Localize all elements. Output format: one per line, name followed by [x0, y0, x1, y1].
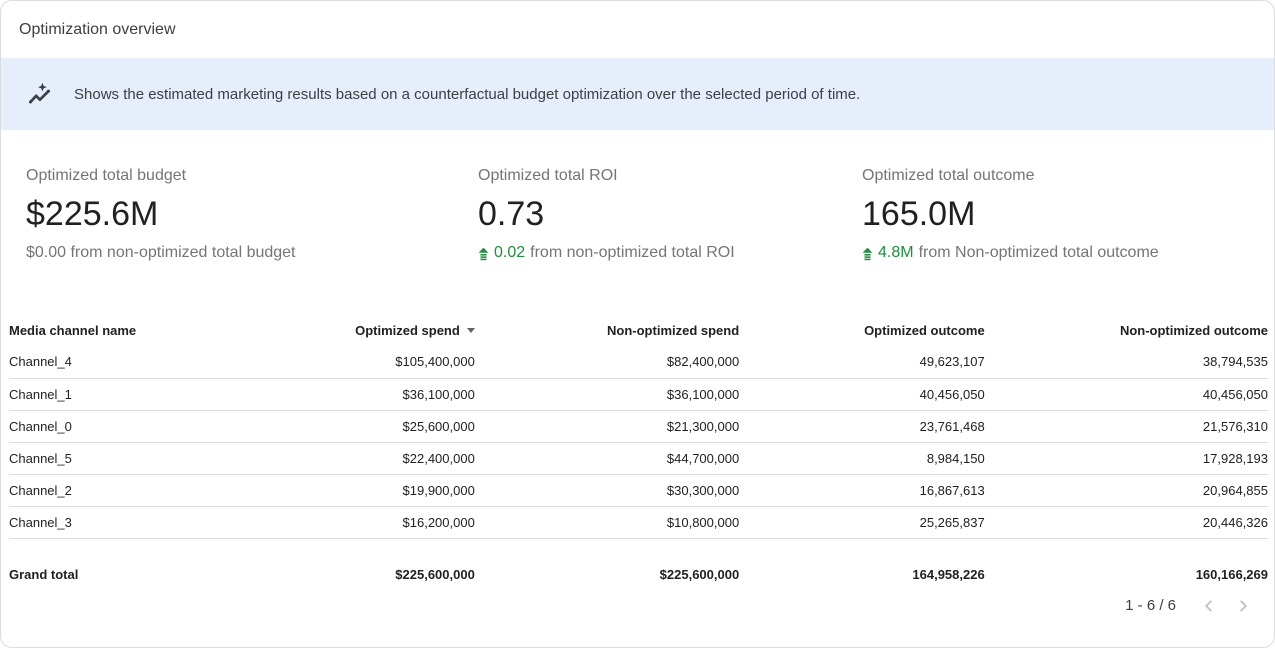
kpi-delta: 0.02 from non-optimized total ROI — [478, 242, 862, 264]
cell-optimized-spend: $22,400,000 — [223, 442, 475, 475]
kpi-value: 0.73 — [478, 195, 545, 233]
grand-total-optimized-spend: $225,600,000 — [395, 567, 475, 582]
kpi-delta-value: 0.02 — [494, 244, 526, 261]
column-header-media-channel-name[interactable]: Media channel name — [9, 322, 137, 338]
kpi-optimized-total-roi: Optimized total ROI 0.73 0.02 from non-o… — [478, 166, 862, 264]
cell-non-optimized-spend: $10,800,000 — [474, 506, 740, 539]
cell-optimized-outcome: 40,456,050 — [739, 378, 985, 411]
cell-non-optimized-outcome: 40,456,050 — [984, 378, 1268, 411]
column-header-non-optimized-spend[interactable]: Non-optimized spend — [607, 322, 740, 338]
table-row: Channel_2 $19,900,000 $30,300,000 16,867… — [9, 474, 1268, 507]
cell-optimized-outcome: 25,265,837 — [739, 506, 985, 539]
kpi-optimized-total-outcome: Optimized total outcome 165.0M 4.8M from… — [862, 166, 1274, 264]
column-header-non-optimized-outcome[interactable]: Non-optimized outcome — [1119, 322, 1268, 338]
cell-optimized-spend: $16,200,000 — [223, 506, 475, 539]
grand-total-row: Grand total $225,600,000 $225,600,000 16… — [9, 559, 1268, 591]
cell-optimized-spend: $105,400,000 — [223, 346, 475, 379]
kpi-row: Optimized total budget $225.6M $0.00 fro… — [1, 130, 1274, 264]
sort-desc-icon — [466, 327, 475, 333]
previous-page-button[interactable] — [1192, 593, 1226, 619]
table-row: Channel_4 $105,400,000 $82,400,000 49,62… — [9, 346, 1268, 379]
kpi-label: Optimized total outcome — [862, 167, 1035, 184]
cell-non-optimized-spend: $44,700,000 — [474, 442, 740, 475]
cell-optimized-spend: $25,600,000 — [223, 410, 475, 443]
cell-channel: Channel_3 — [9, 506, 224, 539]
cell-channel: Channel_5 — [9, 442, 224, 475]
cell-channel: Channel_1 — [9, 378, 224, 411]
page-title: Optimization overview — [19, 20, 176, 38]
cell-non-optimized-outcome: 20,446,326 — [984, 506, 1268, 539]
table-row: Channel_1 $36,100,000 $36,100,000 40,456… — [9, 378, 1268, 411]
cell-non-optimized-spend: $36,100,000 — [474, 378, 740, 411]
cell-non-optimized-outcome: 17,928,193 — [984, 442, 1268, 475]
cell-optimized-outcome: 23,761,468 — [739, 410, 985, 443]
chevron-right-icon — [1240, 599, 1248, 612]
cell-non-optimized-outcome: 20,964,855 — [984, 474, 1268, 507]
kpi-delta-text: $0.00 from non-optimized total budget — [26, 244, 296, 261]
arrow-up-icon — [862, 247, 873, 262]
chevron-left-icon — [1204, 599, 1212, 612]
kpi-optimized-total-budget: Optimized total budget $225.6M $0.00 fro… — [26, 166, 478, 264]
kpi-label: Optimized total budget — [26, 167, 187, 184]
pagination: 1 - 6 / 6 — [1, 593, 1274, 619]
grand-total-label: Grand total — [9, 567, 79, 582]
cell-optimized-spend: $19,900,000 — [223, 474, 475, 507]
cell-channel: Channel_4 — [9, 346, 224, 379]
kpi-label: Optimized total ROI — [478, 167, 618, 184]
cell-optimized-outcome: 8,984,150 — [739, 442, 985, 475]
cell-optimized-spend: $36,100,000 — [223, 378, 475, 411]
info-banner: Shows the estimated marketing results ba… — [1, 58, 1274, 130]
cell-non-optimized-spend: $30,300,000 — [474, 474, 740, 507]
kpi-delta-value: 4.8M — [878, 244, 914, 261]
column-header-label: Optimized spend — [355, 322, 460, 338]
kpi-delta-text: from non-optimized total ROI — [530, 244, 735, 261]
cell-channel: Channel_2 — [9, 474, 224, 507]
card-header: Optimization overview — [1, 1, 1274, 58]
cell-channel: Channel_0 — [9, 410, 224, 443]
kpi-delta-text: from Non-optimized total outcome — [918, 244, 1159, 261]
table-row: Channel_3 $16,200,000 $10,800,000 25,265… — [9, 506, 1268, 539]
next-page-button[interactable] — [1226, 593, 1260, 619]
banner-text: Shows the estimated marketing results ba… — [74, 85, 861, 103]
cell-non-optimized-spend: $82,400,000 — [474, 346, 740, 379]
kpi-delta: $0.00 from non-optimized total budget — [26, 242, 478, 264]
table-header-row: Media channel name Optimized spend Non-o… — [9, 314, 1268, 346]
media-channel-table: Media channel name Optimized spend Non-o… — [9, 314, 1268, 539]
cell-non-optimized-spend: $21,300,000 — [474, 410, 740, 443]
grand-total-non-optimized-outcome: 160,166,269 — [1195, 567, 1268, 582]
cell-non-optimized-outcome: 21,576,310 — [984, 410, 1268, 443]
cell-optimized-outcome: 16,867,613 — [739, 474, 985, 507]
kpi-value: 165.0M — [862, 195, 976, 233]
arrow-up-icon — [478, 247, 489, 262]
column-header-optimized-outcome[interactable]: Optimized outcome — [864, 322, 985, 338]
table-row: Channel_0 $25,600,000 $21,300,000 23,761… — [9, 410, 1268, 443]
table-row: Channel_5 $22,400,000 $44,700,000 8,984,… — [9, 442, 1268, 475]
grand-total-non-optimized-spend: $225,600,000 — [659, 567, 740, 582]
kpi-delta: 4.8M from Non-optimized total outcome — [862, 242, 1274, 264]
cell-optimized-outcome: 49,623,107 — [739, 346, 985, 379]
auto-graph-icon — [26, 81, 53, 108]
grand-total-optimized-outcome: 164,958,226 — [912, 567, 985, 582]
page-range-label: 1 - 6 / 6 — [1125, 597, 1176, 614]
column-header-optimized-spend[interactable]: Optimized spend — [223, 314, 475, 346]
cell-non-optimized-outcome: 38,794,535 — [984, 346, 1268, 379]
kpi-value: $225.6M — [26, 195, 159, 233]
